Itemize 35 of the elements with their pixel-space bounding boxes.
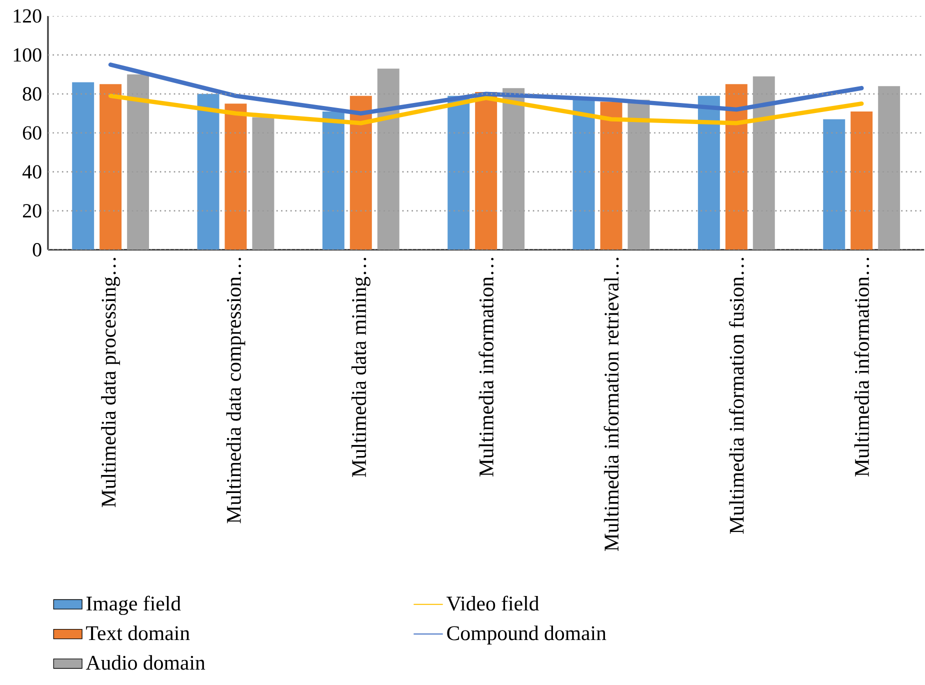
x-tick-label: Multimedia information… <box>854 258 870 476</box>
bar <box>572 100 595 250</box>
legend-label: Text domain <box>86 625 190 640</box>
bar <box>725 84 748 250</box>
bar <box>197 94 220 250</box>
bar <box>224 103 247 250</box>
legend-label: Image field <box>86 596 181 615</box>
x-tick-label: Multimedia information… <box>478 258 494 476</box>
legend-label: Audio domain <box>86 654 206 670</box>
x-tick-label: Multimedia data mining… <box>351 258 370 477</box>
legend-label: Compound domain <box>447 625 606 644</box>
y-tick-label: 80 <box>22 86 42 100</box>
bar <box>100 84 122 250</box>
bar <box>72 82 94 250</box>
bar <box>350 96 372 250</box>
bar <box>698 96 720 250</box>
y-tick-label: 20 <box>22 204 42 218</box>
bar <box>823 119 846 250</box>
y-tick-label: 60 <box>22 126 42 140</box>
x-tick-label: Multimedia data compression… <box>226 258 246 524</box>
x-tick-label: Multimedia information retrieval… <box>604 258 619 551</box>
x-tick-label: Multimedia data processing… <box>101 258 120 507</box>
y-tick-label: 120 <box>14 9 42 23</box>
bar <box>600 102 622 250</box>
line-series <box>108 62 864 116</box>
x-tick-label: Multimedia information fusion… <box>728 258 744 534</box>
y-tick-label: 40 <box>22 164 42 178</box>
legend-label: Video field <box>446 596 539 611</box>
y-tick-label: 0 <box>32 242 42 256</box>
line-series <box>108 94 864 126</box>
bar <box>475 92 498 250</box>
y-tick-label: 100 <box>14 48 42 62</box>
bar <box>850 111 873 250</box>
bar <box>448 96 470 250</box>
bar <box>322 111 344 250</box>
